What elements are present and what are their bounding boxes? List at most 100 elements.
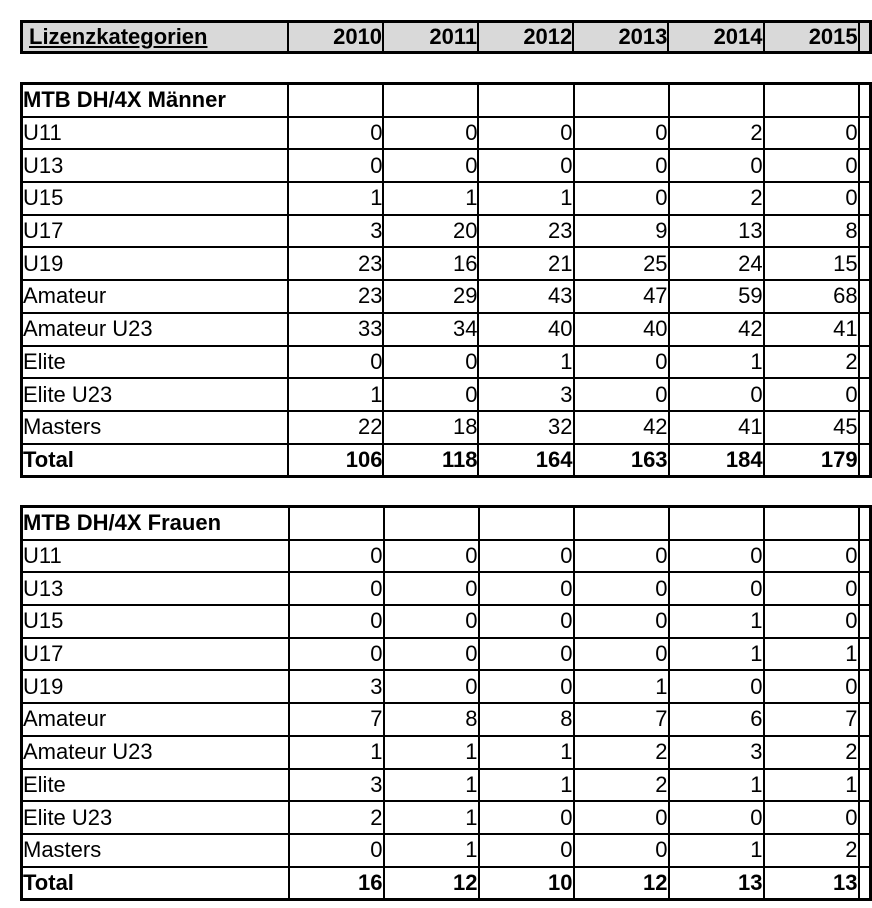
value-cell: 22	[287, 409, 385, 445]
empty-cell	[382, 82, 480, 118]
section-title-row: MTB DH/4X Männer	[20, 82, 872, 118]
category-cell: U13	[20, 571, 290, 607]
category-cell: U11	[20, 538, 290, 574]
value-cell: 23	[477, 213, 575, 249]
table-mtb-dh4x-frauen: MTB DH/4X Frauen U11 0 0 0 0 0 0 U13 0 0 0 0 0 0 U15 0 0 0…	[20, 505, 872, 902]
value-cell: 42	[572, 409, 670, 445]
value-cell: 42	[667, 311, 765, 347]
value-cell: 7	[762, 702, 860, 737]
total-value-cell: 118	[382, 442, 480, 478]
table-row: Amateur U23 1 1 1 2 3 2	[20, 734, 872, 770]
value-cell: 1	[382, 832, 480, 868]
table-row: Masters 22 18 32 42 41 45	[20, 409, 872, 445]
value-cell: 1	[382, 734, 480, 770]
value-cell: 13	[667, 213, 765, 249]
total-value-cell: 13	[762, 865, 860, 901]
value-cell: 0	[762, 604, 860, 639]
total-value-cell: 163	[572, 442, 670, 478]
value-cell: 0	[572, 115, 670, 151]
value-cell: 0	[382, 571, 480, 607]
value-cell: 0	[477, 571, 575, 607]
table-row: Amateur U23 33 34 40 40 42 41	[20, 311, 872, 347]
value-cell: 0	[572, 832, 670, 868]
value-cell: 0	[667, 377, 765, 412]
table-row: U19 23 16 21 25 24 15	[20, 246, 872, 282]
empty-cell	[572, 82, 670, 118]
value-cell: 18	[382, 409, 480, 445]
clipped-cell	[857, 604, 872, 639]
value-cell: 0	[667, 800, 765, 835]
table-row: U11 0 0 0 0 0 0	[20, 538, 872, 574]
category-cell: Amateur U23	[20, 311, 290, 347]
value-cell: 0	[287, 832, 385, 868]
value-cell: 0	[667, 148, 765, 184]
value-cell: 0	[287, 636, 385, 672]
empty-cell	[477, 505, 575, 541]
value-cell: 0	[477, 538, 575, 574]
value-cell: 1	[762, 767, 860, 803]
value-cell: 0	[382, 669, 480, 705]
value-cell: 41	[667, 409, 765, 445]
value-cell: 33	[287, 311, 385, 347]
value-cell: 3	[477, 377, 575, 412]
clipped-cell	[857, 279, 872, 314]
value-cell: 43	[477, 279, 575, 314]
value-cell: 0	[762, 669, 860, 705]
year-header-2015: 2015	[762, 20, 860, 54]
value-cell: 1	[287, 181, 385, 216]
total-value-cell: 164	[477, 442, 575, 478]
value-cell: 41	[762, 311, 860, 347]
value-cell: 24	[667, 246, 765, 282]
value-cell: 2	[287, 800, 385, 835]
value-cell: 2	[572, 767, 670, 803]
value-cell: 0	[762, 181, 860, 216]
clipped-cell	[857, 538, 872, 574]
total-value-cell: 10	[477, 865, 575, 901]
table-row: U11 0 0 0 0 2 0	[20, 115, 872, 151]
empty-cell	[572, 505, 670, 541]
value-cell: 25	[572, 246, 670, 282]
value-cell: 0	[287, 604, 385, 639]
value-cell: 0	[477, 636, 575, 672]
section-title: MTB DH/4X Frauen	[20, 505, 290, 541]
value-cell: 40	[572, 311, 670, 347]
value-cell: 3	[667, 734, 765, 770]
value-cell: 2	[572, 734, 670, 770]
category-cell: Masters	[20, 409, 290, 445]
value-cell: 0	[572, 800, 670, 835]
value-cell: 1	[667, 767, 765, 803]
clipped-cell	[857, 213, 872, 249]
section-title-row: MTB DH/4X Frauen	[20, 505, 872, 541]
value-cell: 15	[762, 246, 860, 282]
value-cell: 7	[287, 702, 385, 737]
category-cell: Elite U23	[20, 377, 290, 412]
value-cell: 0	[287, 148, 385, 184]
value-cell: 0	[667, 538, 765, 574]
table-row: U17 3 20 23 9 13 8	[20, 213, 872, 249]
clipped-cell	[857, 377, 872, 412]
clipped-cell	[857, 832, 872, 868]
clipped-cell	[857, 702, 872, 737]
value-cell: 0	[382, 115, 480, 151]
total-value-cell: 12	[572, 865, 670, 901]
value-cell: 59	[667, 279, 765, 314]
clipped-cell	[857, 311, 872, 347]
total-value-cell: 184	[667, 442, 765, 478]
value-cell: 8	[382, 702, 480, 737]
value-cell: 2	[667, 181, 765, 216]
value-cell: 0	[287, 115, 385, 151]
category-cell: Amateur U23	[20, 734, 290, 770]
value-cell: 1	[287, 734, 385, 770]
table-row: Masters 0 1 0 0 1 2	[20, 832, 872, 868]
total-value-cell: 13	[667, 865, 765, 901]
clipped-cell	[857, 505, 872, 541]
value-cell: 0	[572, 571, 670, 607]
table-mtb-dh4x-maenner: MTB DH/4X Männer U11 0 0 0 0 2 0 U13 0 0 0 0 0 0 U15 1 1 1…	[20, 82, 872, 479]
value-cell: 1	[667, 344, 765, 380]
total-row: Total 16 12 10 12 13 13	[20, 865, 872, 901]
category-cell: Elite	[20, 767, 290, 803]
value-cell: 1	[667, 832, 765, 868]
value-cell: 2	[667, 115, 765, 151]
value-cell: 0	[477, 800, 575, 835]
